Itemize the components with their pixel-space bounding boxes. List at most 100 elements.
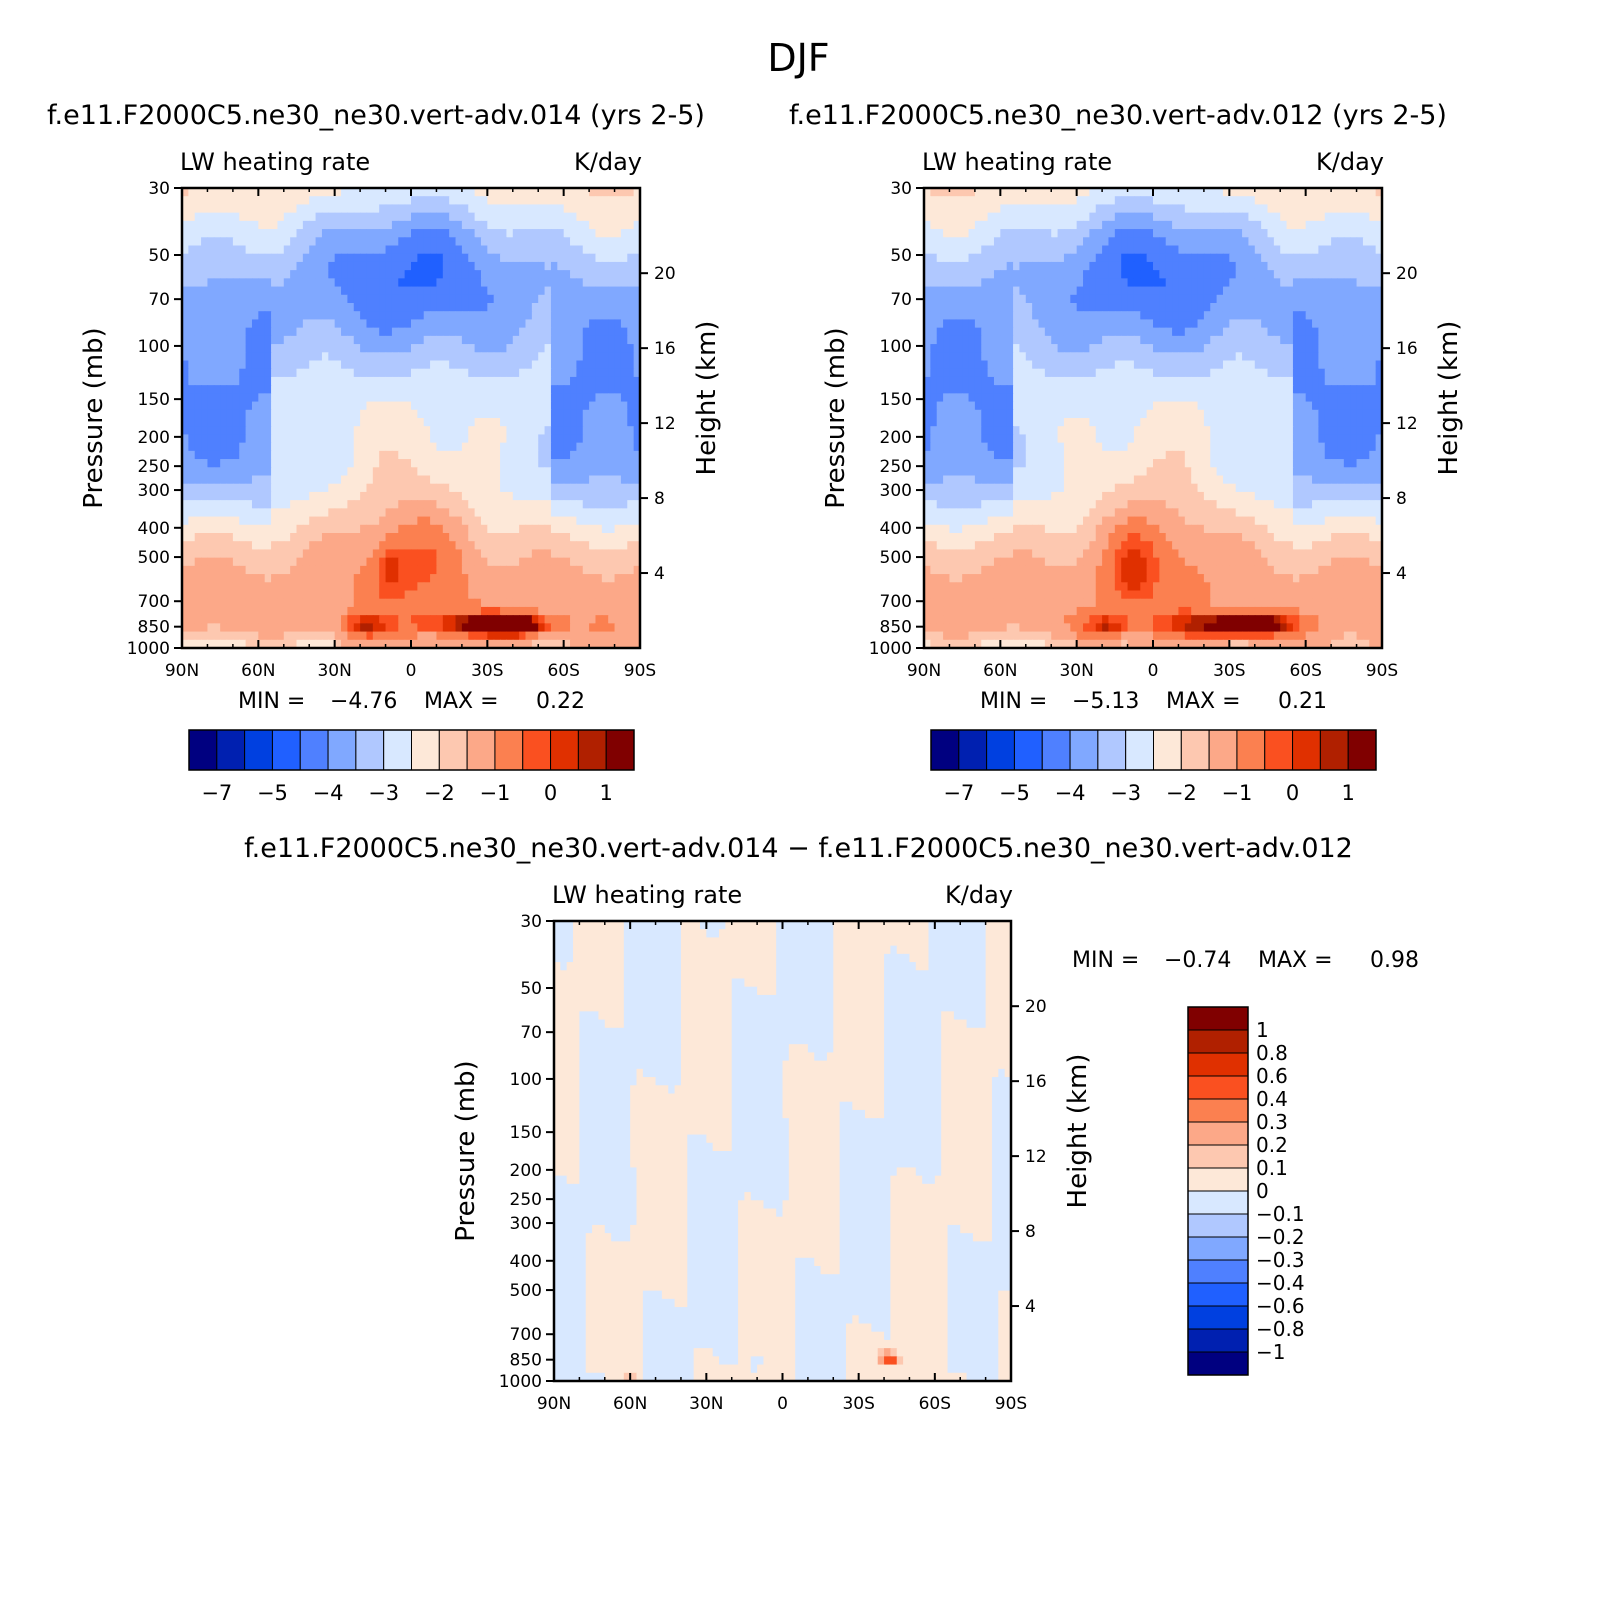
field-cell: [321, 376, 329, 386]
field-cell: [213, 229, 221, 238]
field-cell: [1273, 270, 1281, 279]
field-cell: [404, 196, 412, 206]
field-cell: [1013, 237, 1021, 247]
field-cell: [627, 409, 635, 419]
field-cell: [232, 500, 240, 509]
field-cell: [595, 606, 603, 616]
field-cell: [379, 639, 387, 649]
field-cell: [353, 229, 361, 238]
field-cell: [519, 623, 527, 633]
field-cell: [353, 606, 361, 616]
field-cell: [182, 253, 189, 263]
field-cell: [968, 237, 976, 247]
field-cell: [468, 261, 476, 271]
field-cell: [213, 188, 221, 197]
field-cell: [188, 541, 196, 551]
field-cell: [213, 483, 221, 493]
field-cell: [207, 311, 215, 321]
field-cell: [309, 261, 317, 271]
field-cell: [627, 278, 635, 288]
field-cell: [1362, 196, 1370, 206]
field-cell: [194, 557, 202, 567]
field-cell: [302, 582, 310, 592]
field-cell: [480, 393, 488, 403]
field-cell: [468, 418, 476, 427]
field-cell: [360, 294, 368, 304]
field-cell: [315, 245, 323, 255]
field-cell: [493, 319, 501, 329]
field-cell: [442, 516, 450, 526]
field-cell: [500, 344, 508, 353]
field-cell: [468, 574, 476, 583]
field-cell: [544, 376, 552, 386]
field-cell: [1324, 245, 1332, 255]
field-cell: [627, 212, 635, 222]
field-cell: [633, 459, 641, 468]
field-cell: [538, 615, 546, 624]
field-cell: [550, 459, 558, 468]
field-cell: [226, 615, 234, 624]
field-cell: [480, 303, 488, 312]
field-cell: [283, 253, 291, 263]
field-cell: [315, 459, 323, 468]
field-cell: [302, 590, 310, 600]
field-cell: [525, 615, 533, 624]
field-cell: [493, 376, 501, 386]
field-cell: [398, 500, 406, 509]
field-cell: [601, 426, 609, 436]
field-cell: [480, 590, 488, 600]
field-cell: [194, 590, 202, 600]
field-cell: [188, 426, 196, 436]
field-cell: [1057, 229, 1065, 238]
field-cell: [188, 615, 196, 624]
field-cell: [582, 261, 590, 271]
field-cell: [379, 418, 387, 427]
field-cell: [1006, 278, 1014, 288]
field-cell: [563, 508, 571, 518]
field-cell: [232, 385, 240, 394]
field-cell: [398, 623, 406, 633]
field-cell: [239, 393, 247, 403]
field-cell: [239, 541, 247, 551]
field-cell: [1121, 237, 1129, 247]
field-cell: [633, 401, 641, 411]
field-cell: [417, 524, 425, 534]
field-cell: [455, 623, 463, 633]
field-cell: [1267, 212, 1275, 222]
field-cell: [1343, 204, 1351, 214]
field-cell: [417, 368, 425, 378]
field-cell: [557, 590, 565, 600]
field-cell: [1165, 196, 1173, 206]
field-cell: [360, 598, 368, 608]
field-cell: [589, 327, 597, 337]
field-cell: [1191, 196, 1199, 206]
field-cell: [576, 204, 584, 214]
field-cell: [423, 467, 431, 477]
field-cell: [417, 229, 425, 238]
field-cell: [1108, 278, 1116, 288]
field-cell: [601, 524, 609, 534]
field-cell: [608, 549, 616, 559]
field-cell: [1114, 229, 1122, 238]
field-cell: [557, 253, 565, 263]
field-cell: [525, 344, 533, 353]
field-cell: [353, 541, 361, 551]
field-cell: [277, 245, 285, 255]
field-cell: [347, 204, 355, 214]
field-cell: [614, 319, 622, 329]
field-cell: [182, 508, 189, 518]
field-cell: [614, 639, 622, 649]
field-cell: [576, 327, 584, 337]
field-cell: [974, 278, 982, 288]
field-cell: [385, 335, 393, 345]
field-cell: [468, 631, 476, 641]
field-cell: [283, 327, 291, 337]
field-cell: [455, 524, 463, 534]
field-cell: [1242, 204, 1250, 214]
field-cell: [271, 565, 279, 575]
field-cell: [962, 270, 970, 279]
field-cell: [391, 582, 399, 592]
field-cell: [328, 450, 336, 460]
field-cell: [379, 590, 387, 600]
field-cell: [1153, 245, 1160, 255]
